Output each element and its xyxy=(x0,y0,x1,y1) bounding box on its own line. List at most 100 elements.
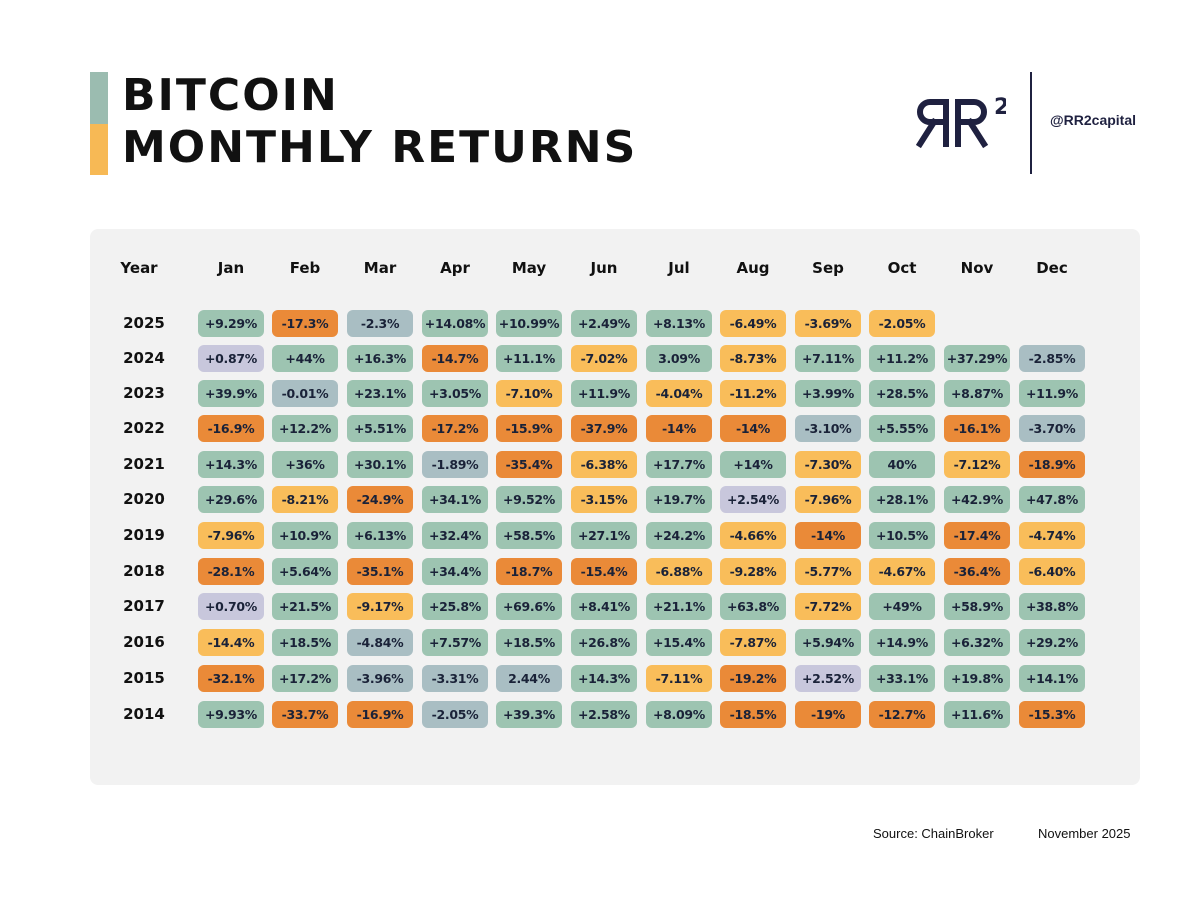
return-cell-2016-feb: +18.5% xyxy=(272,628,338,656)
return-cell-2021-dec: -18.9% xyxy=(1019,450,1085,478)
return-cell-2015-aug: -19.2% xyxy=(720,664,786,692)
return-cell-2021-mar: +30.1% xyxy=(347,450,413,478)
return-cell-2023-may: -7.10% xyxy=(496,379,562,407)
accent-bar-top xyxy=(90,72,108,124)
month-header-dec: Dec xyxy=(1036,259,1068,277)
return-cell-2020-jul: +19.7% xyxy=(646,485,712,513)
return-cell-2022-jun: -37.9% xyxy=(571,414,637,442)
return-cell-2021-sep: -7.30% xyxy=(795,450,861,478)
return-cell-2018-dec: -6.40% xyxy=(1019,557,1085,585)
return-cell-2023-jan: +39.9% xyxy=(198,379,264,407)
month-header-oct: Oct xyxy=(887,259,917,277)
month-header-aug: Aug xyxy=(736,259,770,277)
return-cell-2016-dec: +29.2% xyxy=(1019,628,1085,656)
return-cell-2021-jun: -6.38% xyxy=(571,450,637,478)
return-cell-2023-sep: +3.99% xyxy=(795,379,861,407)
return-cell-2014-aug: -18.5% xyxy=(720,700,786,728)
return-cell-2017-mar: -9.17% xyxy=(347,592,413,620)
return-cell-2024-sep: +7.11% xyxy=(795,344,861,372)
return-cell-2018-jul: -6.88% xyxy=(646,557,712,585)
return-cell-2024-jan: +0.87% xyxy=(198,344,264,372)
return-cell-2015-jul: -7.11% xyxy=(646,664,712,692)
return-cell-2019-jul: +24.2% xyxy=(646,521,712,549)
return-cell-2022-dec: -3.70% xyxy=(1019,414,1085,442)
return-cell-2023-mar: +23.1% xyxy=(347,379,413,407)
return-cell-2021-feb: +36% xyxy=(272,450,338,478)
return-cell-2018-mar: -35.1% xyxy=(347,557,413,585)
return-cell-2015-jun: +14.3% xyxy=(571,664,637,692)
return-cell-2020-jun: -3.15% xyxy=(571,485,637,513)
return-cell-2020-feb: -8.21% xyxy=(272,485,338,513)
year-label-2016: 2016 xyxy=(123,633,165,651)
return-cell-2018-aug: -9.28% xyxy=(720,557,786,585)
return-cell-2015-jan: -32.1% xyxy=(198,664,264,692)
return-cell-2021-may: -35.4% xyxy=(496,450,562,478)
source-note: Source: ChainBroker xyxy=(873,826,994,841)
page-title: BITCOIN MONTHLY RETURNS xyxy=(122,70,637,174)
logo-superscript: 2 xyxy=(994,95,1006,120)
month-header-jul: Jul xyxy=(668,259,690,277)
return-cell-2022-sep: -3.10% xyxy=(795,414,861,442)
return-cell-2024-dec: -2.85% xyxy=(1019,344,1085,372)
return-cell-2022-jul: -14% xyxy=(646,414,712,442)
return-cell-2022-nov: -16.1% xyxy=(944,414,1010,442)
return-cell-2023-jun: +11.9% xyxy=(571,379,637,407)
return-cell-2025-jan: +9.29% xyxy=(198,309,264,337)
return-cell-2025-sep: -3.69% xyxy=(795,309,861,337)
return-cell-2017-apr: +25.8% xyxy=(422,592,488,620)
year-column-header: Year xyxy=(120,259,158,277)
return-cell-2025-oct: -2.05% xyxy=(869,309,935,337)
return-cell-2019-jun: +27.1% xyxy=(571,521,637,549)
return-cell-2016-may: +18.5% xyxy=(496,628,562,656)
return-cell-2018-nov: -36.4% xyxy=(944,557,1010,585)
return-cell-2022-may: -15.9% xyxy=(496,414,562,442)
return-cell-2014-feb: -33.7% xyxy=(272,700,338,728)
rr2-logo: 2 xyxy=(916,95,1006,149)
return-cell-2015-mar: -3.96% xyxy=(347,664,413,692)
year-label-2019: 2019 xyxy=(123,526,165,544)
return-cell-2017-nov: +58.9% xyxy=(944,592,1010,620)
return-cell-2018-sep: -5.77% xyxy=(795,557,861,585)
return-cell-2015-feb: +17.2% xyxy=(272,664,338,692)
year-label-2021: 2021 xyxy=(123,455,165,473)
month-header-sep: Sep xyxy=(812,259,844,277)
return-cell-2014-may: +39.3% xyxy=(496,700,562,728)
return-cell-2017-sep: -7.72% xyxy=(795,592,861,620)
month-header-nov: Nov xyxy=(960,259,994,277)
month-header-jun: Jun xyxy=(590,259,618,277)
return-cell-2014-apr: -2.05% xyxy=(422,700,488,728)
month-header-apr: Apr xyxy=(440,259,470,277)
return-cell-2015-dec: +14.1% xyxy=(1019,664,1085,692)
header-divider xyxy=(1030,72,1032,174)
return-cell-2023-nov: +8.87% xyxy=(944,379,1010,407)
return-cell-2016-mar: -4.84% xyxy=(347,628,413,656)
return-cell-2023-dec: +11.9% xyxy=(1019,379,1085,407)
return-cell-2020-jan: +29.6% xyxy=(198,485,264,513)
return-cell-2025-jul: +8.13% xyxy=(646,309,712,337)
month-header-feb: Feb xyxy=(289,259,321,277)
return-cell-2023-oct: +28.5% xyxy=(869,379,935,407)
year-label-2020: 2020 xyxy=(123,490,165,508)
return-cell-2017-jun: +8.41% xyxy=(571,592,637,620)
return-cell-2023-apr: +3.05% xyxy=(422,379,488,407)
return-cell-2016-jan: -14.4% xyxy=(198,628,264,656)
year-label-2015: 2015 xyxy=(123,669,165,687)
return-cell-2016-jul: +15.4% xyxy=(646,628,712,656)
return-cell-2024-may: +11.1% xyxy=(496,344,562,372)
return-cell-2022-apr: -17.2% xyxy=(422,414,488,442)
title-line-1: BITCOIN xyxy=(122,70,339,121)
return-cell-2020-mar: -24.9% xyxy=(347,485,413,513)
return-cell-2024-mar: +16.3% xyxy=(347,344,413,372)
return-cell-2016-nov: +6.32% xyxy=(944,628,1010,656)
return-cell-2017-jan: +0.70% xyxy=(198,592,264,620)
return-cell-2019-sep: -14% xyxy=(795,521,861,549)
return-cell-2024-nov: +37.29% xyxy=(944,344,1010,372)
return-cell-2014-nov: +11.6% xyxy=(944,700,1010,728)
year-label-2024: 2024 xyxy=(123,349,165,367)
return-cell-2021-jan: +14.3% xyxy=(198,450,264,478)
return-cell-2019-jan: -7.96% xyxy=(198,521,264,549)
return-cell-2019-dec: -4.74% xyxy=(1019,521,1085,549)
return-cell-2019-oct: +10.5% xyxy=(869,521,935,549)
return-cell-2025-apr: +14.08% xyxy=(422,309,488,337)
return-cell-2014-jul: +8.09% xyxy=(646,700,712,728)
